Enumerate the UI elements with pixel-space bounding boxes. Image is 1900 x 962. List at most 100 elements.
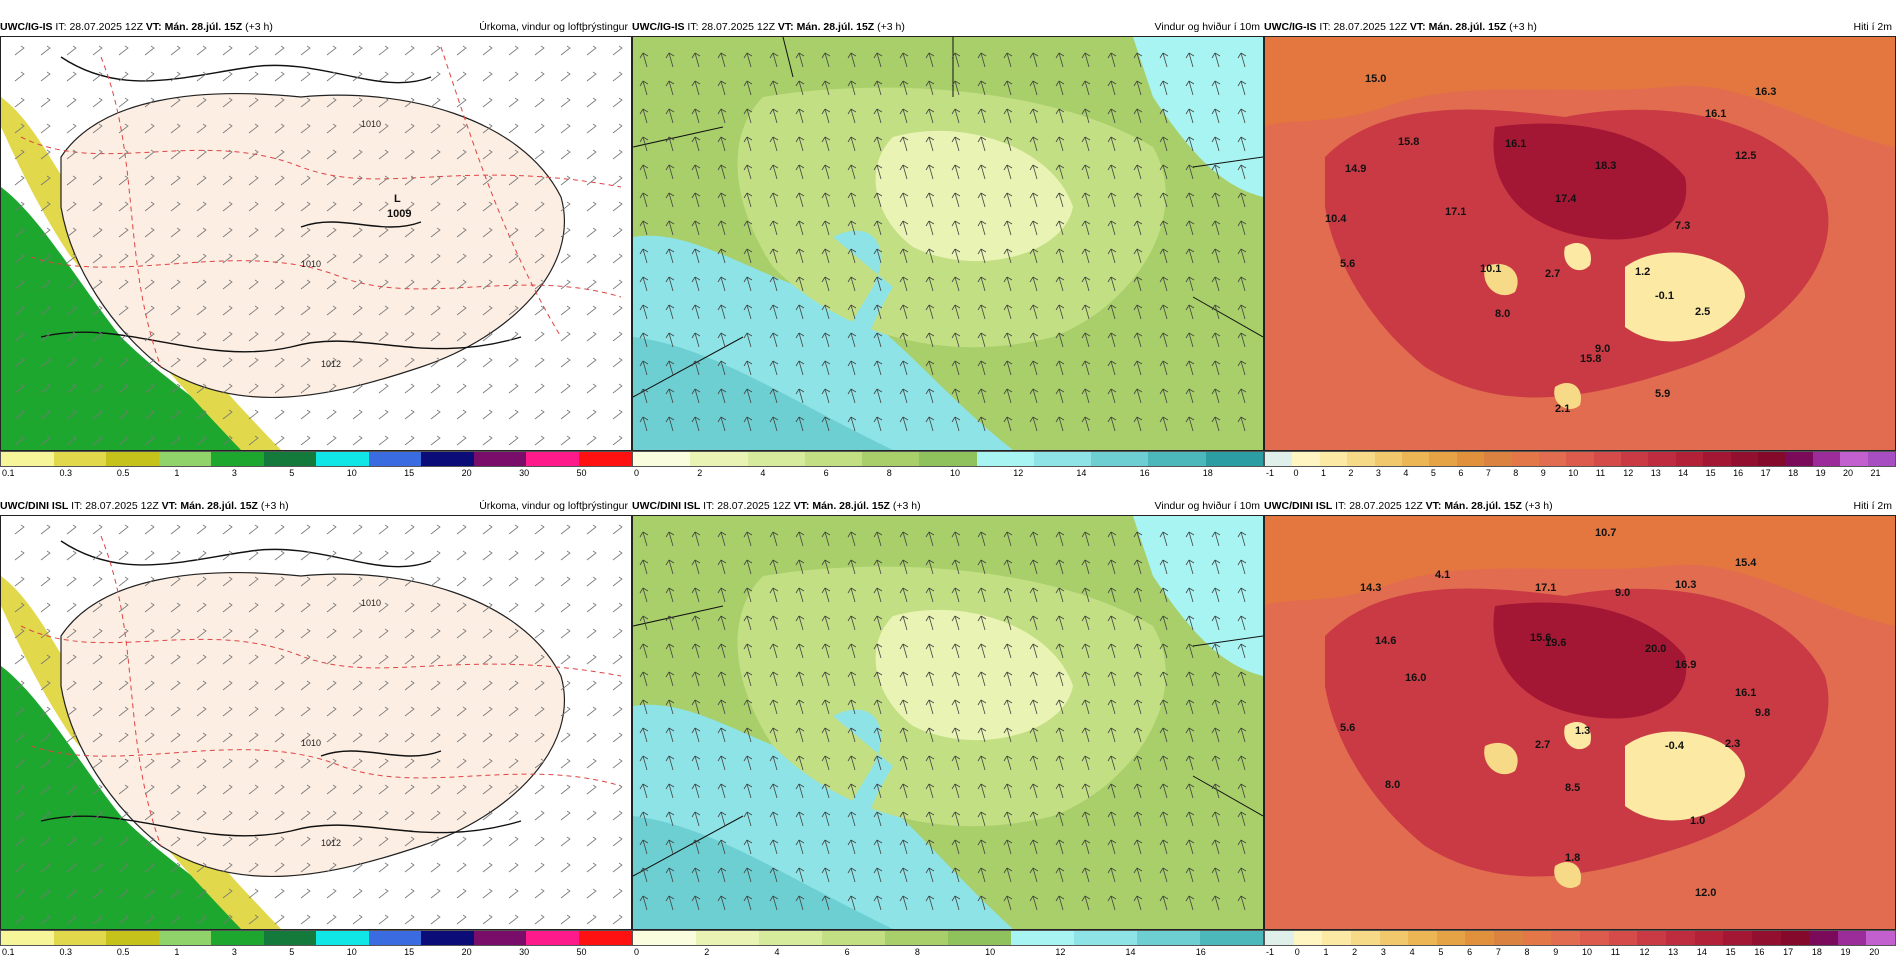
wind-barb-icon — [274, 279, 285, 290]
temperature-value: 9.8 — [1755, 707, 1770, 719]
colorbar-tick-label: 19 — [1815, 468, 1826, 478]
temp-colorbar — [1264, 451, 1896, 467]
wind-arrow-icon — [1237, 164, 1247, 180]
wind-barb-icon — [586, 836, 597, 847]
wind-barb-icon — [14, 654, 25, 665]
wind-barb-icon — [274, 71, 285, 82]
colorbar-swatch — [316, 931, 369, 945]
wind-barb-icon — [560, 680, 571, 691]
wind-barb-icon — [534, 654, 545, 665]
colorbar-tick-label: 4 — [760, 468, 766, 478]
wind-arrow-icon — [1237, 80, 1247, 96]
wind-arrow-icon — [743, 108, 753, 124]
wind-arrow-icon — [665, 108, 675, 124]
wind-arrow-icon — [1185, 108, 1195, 124]
wind-arrow-icon — [1029, 895, 1039, 911]
wind-barb-icon — [456, 201, 467, 212]
temperature-map[interactable]: 10.7 15.4 4.1 14.3 17.1 9.0 10.3 15.6 14.6 19.6 20… — [1264, 515, 1896, 930]
lead-time: (+3 h) — [1509, 21, 1537, 33]
wind-barb-icon — [40, 435, 51, 446]
wind-barb-icon — [300, 628, 311, 639]
colorbar-tick-label: -1 — [1266, 468, 1275, 478]
wind-arrow-icon — [795, 248, 805, 264]
wind-arrow-icon — [847, 164, 857, 180]
wind-map[interactable] — [632, 515, 1264, 930]
temperature-map[interactable]: 15.0 16.3 16.1 15.8 16.1 12.5 14.9 18.3 10.4 17.4… — [1264, 36, 1896, 451]
wind-arrow-icon — [1029, 416, 1039, 432]
wind-arrow-icon — [1133, 136, 1143, 152]
colorbar-tick-label: 18 — [1811, 947, 1822, 957]
wind-barb-icon — [248, 435, 259, 446]
wind-arrow-icon — [1211, 699, 1221, 715]
wind-arrow-icon — [691, 388, 701, 404]
wind-arrow-icon — [1003, 839, 1013, 855]
wind-barb-icon — [118, 305, 129, 316]
calm-area — [875, 130, 1073, 262]
colorbar-tick-label: 1 — [174, 947, 180, 957]
colorbar-tick-label: 10 — [1568, 468, 1579, 478]
field-name: Hiti í 2m — [1853, 21, 1892, 33]
wind-barb-icon — [14, 227, 25, 238]
precip-map[interactable]: 1010 1010 1012 — [0, 515, 632, 930]
wind-arrow-icon — [951, 559, 961, 575]
wind-barb-icon — [300, 123, 311, 134]
wind-barb-icon — [352, 149, 363, 160]
wind-barb-icon — [14, 602, 25, 613]
colorbar-swatch — [106, 931, 159, 945]
wind-barb-icon — [274, 175, 285, 186]
wind-barb-icon — [248, 602, 259, 613]
wind-arrow-icon — [769, 276, 779, 292]
wind-barb-icon — [222, 123, 233, 134]
glacier-small-1 — [1484, 742, 1518, 775]
wind-arrow-icon — [951, 192, 961, 208]
wind-barb-icon — [300, 253, 311, 264]
wind-arrow-icon — [847, 699, 857, 715]
isobar-label: 1010 — [301, 259, 321, 269]
colorbar-swatch — [1137, 931, 1200, 945]
wind-arrow-icon — [821, 304, 831, 320]
wind-arrow-icon — [925, 164, 935, 180]
wind-arrow-icon — [821, 276, 831, 292]
wind-barb-icon — [482, 383, 493, 394]
colorbar-tick-label: 11 — [1610, 947, 1621, 957]
temperature-value: 9.0 — [1595, 343, 1610, 355]
glacier-small-3 — [1554, 862, 1581, 888]
wind-arrow-icon — [873, 867, 883, 883]
wind-arrow-icon — [769, 360, 779, 376]
wind-barb-icon — [196, 810, 207, 821]
colorbar-swatch — [1322, 931, 1351, 945]
valid-time: Mán. 28.júl. 15Z — [180, 500, 258, 512]
wind-barb-icon — [222, 654, 233, 665]
wind-barb-icon — [456, 305, 467, 316]
temperature-value: 16.1 — [1705, 108, 1726, 120]
wind-barb-icon — [378, 888, 389, 899]
model-name: UWC/DINI ISL — [632, 500, 701, 512]
wind-arrow-icon — [925, 108, 935, 124]
temperature-value: 7.3 — [1675, 220, 1690, 232]
colorbar-tick-label: 18 — [1202, 468, 1213, 478]
panel-igis-precip: UWC/IG-IS IT: 28.07.2025 12Z VT: Mán. 28… — [0, 18, 632, 483]
wind-arrow-icon — [769, 52, 779, 68]
wind-arrow-icon — [847, 559, 857, 575]
wind-barb-icon — [92, 732, 103, 743]
wind-barb-icon — [40, 784, 51, 795]
wind-arrow-icon — [1159, 671, 1169, 687]
wind-barb-icon — [378, 45, 389, 56]
wind-barb-icon — [300, 836, 311, 847]
vt-label: VT: — [793, 500, 810, 512]
wind-arrow-icon — [821, 332, 831, 348]
wind-barb-icon — [586, 784, 597, 795]
precip-colorbar-ticks: 0.1 0.3 0.5 1 3 5 10 15 20 30 50 — [0, 468, 632, 480]
temp-colorbar-ticks: -1 0 1 2 3 4 5 6 7 8 9 10 11 12 13 14 15 16 17 18 19 20 — [1264, 947, 1896, 959]
model-name: UWC/IG-IS — [632, 21, 685, 33]
wind-barb-icon — [326, 914, 337, 925]
wind-arrow-icon — [1185, 783, 1195, 799]
colorbar-swatch — [1465, 931, 1495, 945]
precip-map[interactable]: L 1009 1010 1010 1012 — [0, 36, 632, 451]
wind-map[interactable] — [632, 36, 1264, 451]
wind-barb-icon — [430, 550, 441, 561]
wind-arrow-icon — [639, 755, 649, 771]
wind-arrow-icon — [691, 811, 701, 827]
wind-barb-icon — [404, 383, 415, 394]
wind-barb-icon — [404, 45, 415, 56]
